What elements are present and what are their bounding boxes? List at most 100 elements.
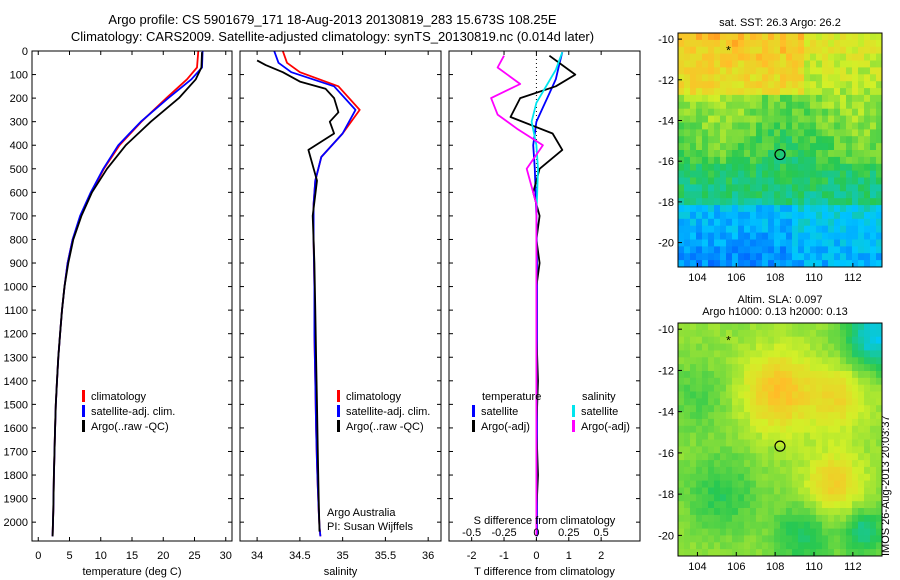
map-cell (714, 39, 721, 48)
map-cell (744, 108, 751, 117)
map-cell (834, 60, 841, 68)
map-cell (732, 143, 739, 151)
map-cell (846, 343, 853, 352)
map-cell (798, 205, 805, 213)
map-cell (864, 39, 871, 48)
map-cell (708, 156, 715, 165)
map-cell (786, 460, 793, 468)
map-cell (708, 122, 715, 130)
map-cell (738, 60, 745, 68)
map-cell (726, 143, 733, 151)
map-cell (732, 528, 739, 537)
map-cell (780, 67, 787, 75)
map-cell (834, 129, 841, 137)
map-cell (684, 391, 691, 399)
map-cell (780, 391, 787, 399)
map-cell (786, 33, 793, 41)
map-cell (768, 549, 775, 556)
map-cell (834, 94, 841, 103)
map-cell (684, 253, 691, 261)
map-cell (768, 487, 775, 495)
map-cell (816, 494, 823, 502)
map-cell (768, 211, 775, 220)
map-cell (870, 115, 877, 124)
map-cell (852, 343, 859, 352)
map-cell (768, 323, 775, 331)
map-cell (684, 487, 691, 495)
map-cell (810, 205, 817, 213)
map-cell (876, 53, 882, 62)
map-cell (822, 184, 829, 192)
map-cell (696, 343, 703, 352)
map-cell (750, 150, 757, 158)
map-cell (786, 191, 793, 199)
map-cell (876, 391, 882, 399)
map-cell (684, 191, 691, 199)
map-cell (708, 466, 715, 475)
map-cell (732, 225, 739, 234)
map-cell (840, 336, 847, 345)
map-cell (798, 136, 805, 144)
map-cell (696, 253, 703, 261)
series-group (51, 51, 204, 537)
map-cell (798, 101, 805, 110)
map-cell (708, 39, 715, 48)
map-cell (762, 323, 769, 331)
map-cell (690, 425, 697, 434)
map-cell (822, 39, 829, 48)
map-cell (876, 46, 882, 55)
map-cell (726, 129, 733, 137)
legend-label: Argo(..raw -QC) (91, 421, 169, 433)
map-cell (846, 364, 853, 372)
map-cell (690, 88, 697, 96)
map-cell (792, 384, 799, 393)
map-cell (744, 487, 751, 495)
map-cell (828, 453, 835, 461)
map-cell (762, 405, 769, 413)
map-cell (738, 432, 745, 441)
map-cell (732, 129, 739, 137)
map-cell (714, 129, 721, 137)
map-cell (792, 371, 799, 379)
map-cell (798, 480, 805, 489)
map-cell (858, 357, 865, 365)
map-cell (834, 156, 841, 165)
map-cell (684, 46, 691, 55)
map-cell (720, 501, 727, 509)
map-cell (774, 253, 781, 261)
legend-difference-salinity: salinity satellite Argo(-adj) (572, 390, 630, 435)
map-cell (738, 232, 745, 241)
map-cell (738, 453, 745, 461)
map-cell (738, 94, 745, 103)
map-cell (810, 460, 817, 468)
map-cell (822, 253, 829, 261)
map-cell (804, 473, 811, 482)
map-cell (852, 211, 859, 220)
map-cell (696, 425, 703, 434)
plot-frame (239, 50, 442, 542)
map-cell (744, 53, 751, 62)
y-tick-label: 1600 (4, 423, 28, 435)
map-cell (780, 487, 787, 495)
map-cell (864, 170, 871, 179)
map-cell (876, 143, 882, 151)
map-cell (684, 74, 691, 82)
map-cell (810, 177, 817, 185)
map-cell (834, 487, 841, 495)
map-cell (720, 329, 727, 338)
map-cell (858, 480, 865, 489)
map-cell (870, 391, 877, 399)
map-cell (690, 53, 697, 62)
map-cell (714, 453, 721, 461)
map-cell (774, 46, 781, 55)
map-cell (708, 460, 715, 468)
map-cell (684, 33, 691, 41)
map-cell (816, 170, 823, 179)
map-cell (876, 528, 882, 537)
plot-frame (31, 50, 233, 542)
map-cell (804, 225, 811, 234)
map-cell (852, 501, 859, 509)
map-cell (750, 336, 757, 345)
map-cell (852, 53, 859, 62)
map-cell (846, 453, 853, 461)
